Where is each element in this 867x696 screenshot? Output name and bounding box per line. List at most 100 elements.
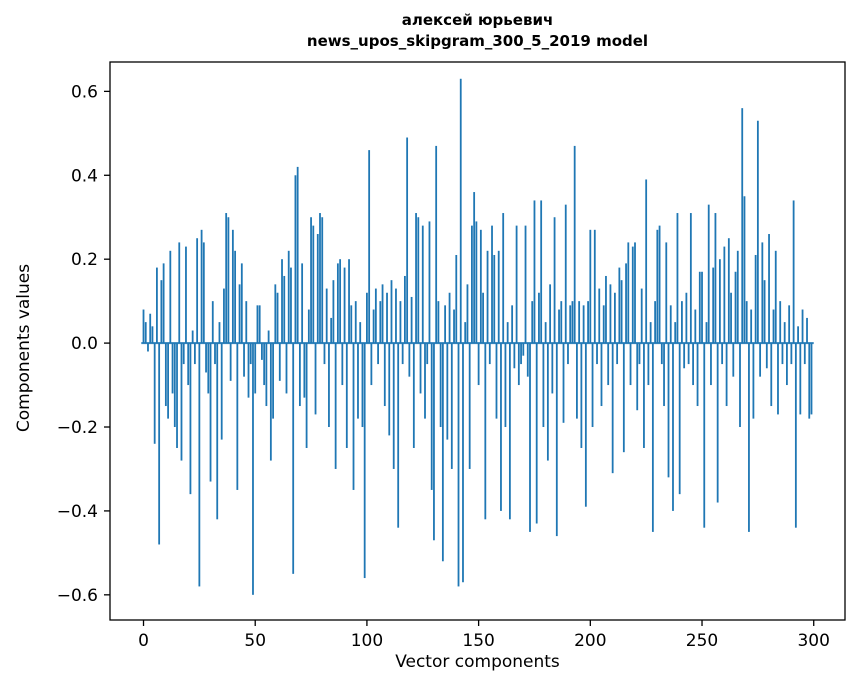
bar <box>605 275 607 344</box>
bar <box>629 343 632 386</box>
bar <box>167 343 169 419</box>
bar <box>435 145 438 344</box>
bar <box>390 280 393 344</box>
bar <box>236 343 239 490</box>
bar <box>584 343 587 507</box>
bar <box>638 343 641 365</box>
bar <box>171 343 174 394</box>
bar <box>283 275 286 344</box>
bar <box>560 301 563 344</box>
bar <box>151 326 154 344</box>
bar <box>580 343 583 448</box>
x-tick-label: 300 <box>797 631 829 651</box>
bar <box>325 288 328 344</box>
bar <box>721 343 724 365</box>
bar <box>783 322 786 344</box>
bar <box>491 225 493 344</box>
bar <box>223 288 225 344</box>
bar <box>379 301 382 344</box>
bar <box>786 343 788 386</box>
bar <box>455 254 458 344</box>
bar <box>777 343 779 415</box>
bar <box>265 343 268 407</box>
bar <box>258 305 261 344</box>
bar <box>542 343 545 428</box>
chart-title-line2: news_upos_skipgram_300_5_2019 model <box>306 32 649 50</box>
bar <box>698 271 701 344</box>
bar <box>459 78 462 344</box>
bar <box>421 225 424 344</box>
bar <box>517 343 520 386</box>
bar <box>772 309 775 344</box>
bar <box>598 288 601 344</box>
bar <box>298 343 301 407</box>
bar <box>553 217 556 344</box>
x-axis-label: Vector components <box>395 652 560 672</box>
bar <box>178 242 181 344</box>
bar <box>274 284 277 344</box>
bar <box>370 343 373 386</box>
bar <box>745 301 748 344</box>
bar <box>314 343 317 415</box>
bar <box>627 242 630 344</box>
bar <box>408 343 411 377</box>
bar <box>718 259 721 344</box>
bar <box>593 229 596 344</box>
bar <box>600 343 603 407</box>
bar <box>227 217 230 344</box>
bar <box>571 301 574 344</box>
bar <box>683 343 686 369</box>
bar <box>799 343 802 415</box>
bar <box>779 301 782 344</box>
bar <box>486 250 489 344</box>
bar <box>611 343 614 474</box>
bar <box>303 343 306 398</box>
bar <box>437 301 440 344</box>
bar <box>774 250 777 344</box>
bar <box>493 254 496 344</box>
bar <box>149 313 152 344</box>
bar <box>343 267 346 344</box>
y-tick-label: 0.6 <box>71 82 98 102</box>
bar <box>267 330 270 344</box>
bar <box>450 343 453 469</box>
bar <box>185 246 187 344</box>
bar <box>419 343 422 394</box>
bar <box>578 301 581 344</box>
bar <box>153 343 156 444</box>
bar <box>359 322 362 344</box>
bar <box>714 213 717 344</box>
bar <box>710 343 712 386</box>
bar <box>261 343 263 360</box>
bar <box>189 343 192 495</box>
bar <box>752 343 755 419</box>
bar <box>631 246 634 344</box>
bar <box>330 317 333 344</box>
bar <box>211 301 214 344</box>
bar <box>156 267 158 344</box>
bar <box>524 225 527 344</box>
bar <box>723 246 726 344</box>
bar <box>354 301 357 344</box>
bar <box>482 292 484 344</box>
bar <box>765 343 768 369</box>
bar <box>336 263 339 344</box>
zero-baseline <box>141 342 814 345</box>
bar <box>526 343 529 377</box>
bar <box>647 343 650 386</box>
bar <box>730 292 732 344</box>
bar <box>312 225 315 344</box>
bar <box>573 145 576 344</box>
bar <box>707 204 710 344</box>
bar <box>609 284 612 344</box>
bar <box>446 343 449 440</box>
bar <box>471 225 473 344</box>
bar <box>665 242 668 344</box>
bar <box>176 343 178 448</box>
bar <box>231 229 234 344</box>
bar <box>685 292 688 344</box>
x-tick-label: 150 <box>462 631 494 651</box>
bar <box>316 234 319 344</box>
